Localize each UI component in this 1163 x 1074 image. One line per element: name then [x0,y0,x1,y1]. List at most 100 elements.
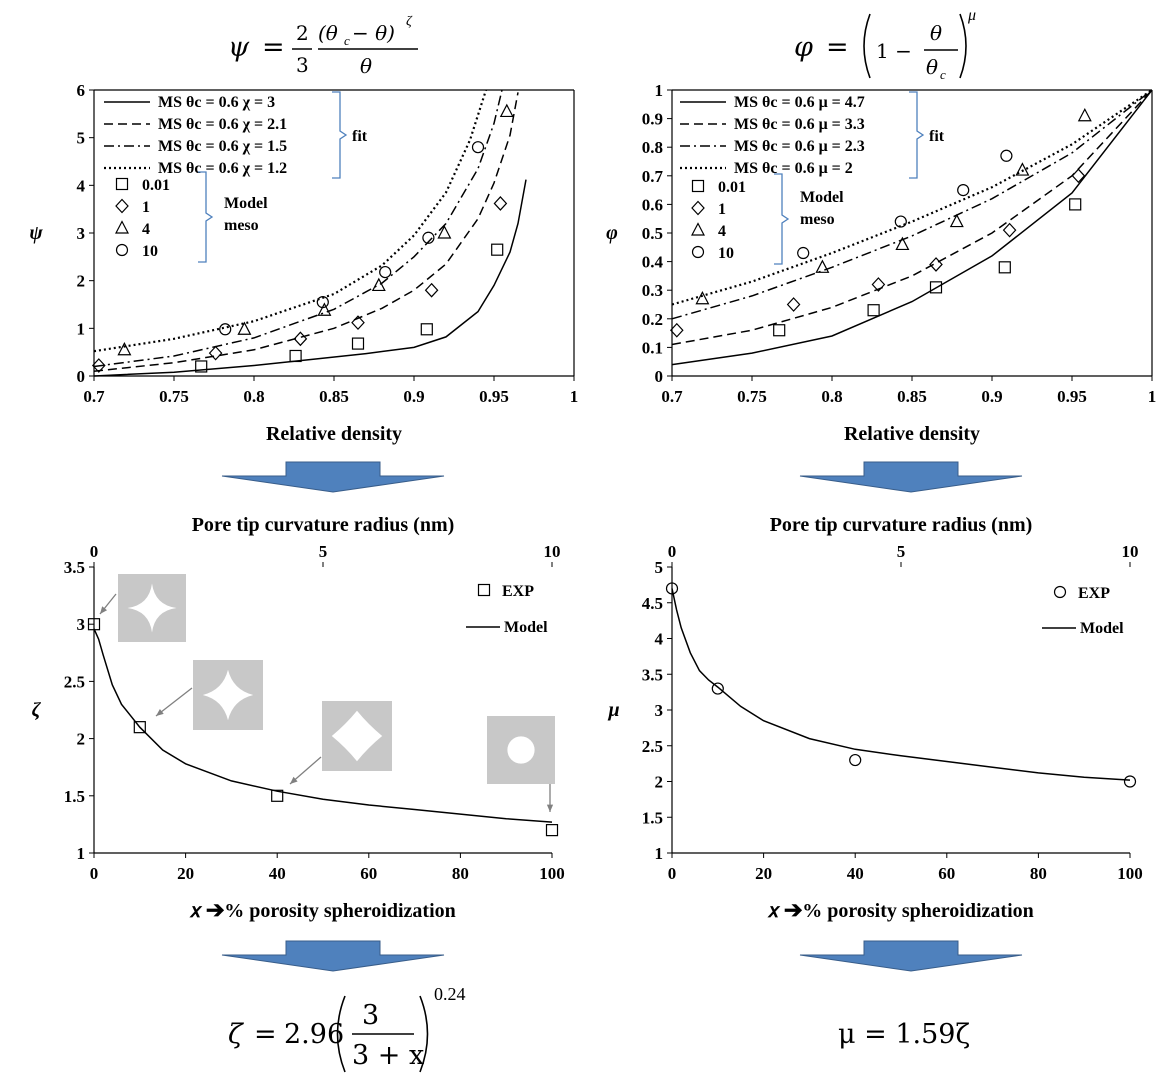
x-tick-label: 0.9 [981,387,1002,406]
series-line [93,89,488,353]
data-point [1002,222,1017,238]
x-tick-label: 0 [90,864,99,883]
pore-inset [118,574,186,642]
eq-zeta-exp: 0.24 [434,984,466,1004]
x-axis-title: 𝑥 ➔% porosity spheroidization [767,900,1034,922]
y-tick-label: 0.9 [642,110,663,129]
legend-model-label: Model [800,189,844,206]
pore-star [127,583,177,633]
legend-marker [691,245,705,259]
data-point [133,721,146,734]
y-tick-label: 1.5 [642,808,663,827]
inset-pointer-head [156,709,164,716]
legend-model-label: Model [1080,620,1124,637]
x-tick-label: 80 [452,864,469,883]
data-point [491,243,504,256]
legend-label: 4 [142,221,150,238]
legend-marker [115,243,129,257]
pore-circle [507,736,535,764]
legend-exp-label: EXP [1078,585,1110,602]
y-tick-label: 3.5 [642,665,663,684]
eq-psi-lhs: ψ [228,32,250,63]
data-point [665,582,679,595]
legend-exp-label: EXP [502,583,534,600]
legend-label: 1 [142,199,150,216]
data-point [669,322,684,338]
data-point [895,236,910,251]
y-tick-label: 0.2 [642,310,663,329]
data-point [195,360,208,373]
data-point [499,103,514,118]
y-axis-title: ψ [29,222,43,244]
eq-zeta-coef: 2.96 [284,1019,344,1050]
eq-psi-num2: 2 [296,21,309,45]
data-point [379,265,392,279]
x-tick-label: 100 [539,864,565,883]
y-axis-title: μ [607,699,619,721]
x-tick-label: 0.9 [403,387,424,406]
data-point [351,315,365,330]
legend-label: MS θc = 0.6 μ = 3.3 [734,116,865,133]
eq-psi-den3: 3 [296,53,309,77]
legend-marker [691,200,705,216]
data-point [91,358,106,373]
legend-label: MS θc = 0.6 χ = 2.1 [158,116,287,133]
x-tick-label: 20 [755,864,772,883]
legend-bracket [332,91,348,179]
x-tick-label: 0.75 [737,387,767,406]
y-tick-label: 2.5 [642,737,663,756]
data-point [949,213,964,228]
eq-psi-num-sub: c [344,33,350,48]
data-point [1123,775,1137,788]
legend-label: 0.01 [142,177,170,194]
y-tick-label: 2 [77,730,86,749]
data-point [1077,107,1092,122]
data-point [293,331,308,347]
x2-axis-title: Pore tip curvature radius (nm) [770,514,1033,536]
x-tick-label: 0.8 [821,387,842,406]
data-point [711,682,724,695]
data-point [1000,149,1013,162]
data-point [424,282,439,298]
data-point [271,789,284,802]
x-tick-label: 0.95 [479,387,509,406]
legend-model-label: Model [504,619,548,636]
equation-mu: μ = 1.59ζ [838,1019,970,1050]
data-point [815,259,830,273]
data-point [929,257,943,272]
x-axis-title: 𝑥 ➔% porosity spheroidization [189,900,456,922]
eq-zeta-den: 3 + x [352,1040,424,1071]
x-tick-label: 20 [177,864,194,883]
legend-model-label: Model [224,195,268,212]
eq-phi-den-sub: c [940,67,946,82]
y-tick-label: 1.5 [64,787,85,806]
eq-phi-lhs: φ [794,32,813,63]
data-point [1015,162,1030,176]
data-point [998,261,1011,274]
y-tick-label: 1 [655,81,664,100]
pore-star [331,710,383,762]
y-tick-label: 5 [77,129,86,148]
x-axis-title: Relative density [266,423,402,445]
x-tick-label: 0.85 [897,387,927,406]
y-tick-label: 0 [655,367,664,386]
legend-marker [691,222,705,236]
y-tick-label: 3 [655,701,664,720]
legend-label: MS θc = 0.6 μ = 2.3 [734,138,865,155]
series-line [93,179,527,377]
x-tick-label: 0.95 [1057,387,1087,406]
data-point [208,345,223,361]
y-tick-label: 1 [655,844,664,863]
data-point [929,281,943,294]
legend-meso-label: meso [224,217,259,234]
x-tick-label: 100 [1117,864,1143,883]
inset-pointer [155,687,193,717]
y-tick-label: 0.4 [642,253,664,272]
x-tick-label: 1 [1148,387,1157,406]
data-point [957,184,970,197]
data-point [371,277,386,292]
inset-pointer-head [100,606,108,614]
series-line [93,92,519,372]
